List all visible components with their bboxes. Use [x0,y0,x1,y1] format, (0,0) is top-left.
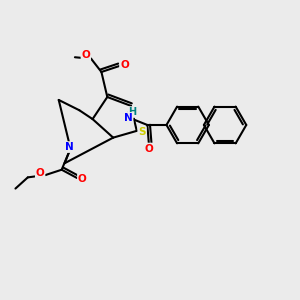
Text: O: O [81,50,90,60]
Text: S: S [138,127,146,137]
Text: O: O [144,143,153,154]
Text: O: O [36,168,44,178]
Text: O: O [120,60,129,70]
Text: N: N [65,142,74,152]
Text: O: O [78,174,87,184]
Text: H: H [128,107,136,117]
Text: N: N [124,113,133,123]
